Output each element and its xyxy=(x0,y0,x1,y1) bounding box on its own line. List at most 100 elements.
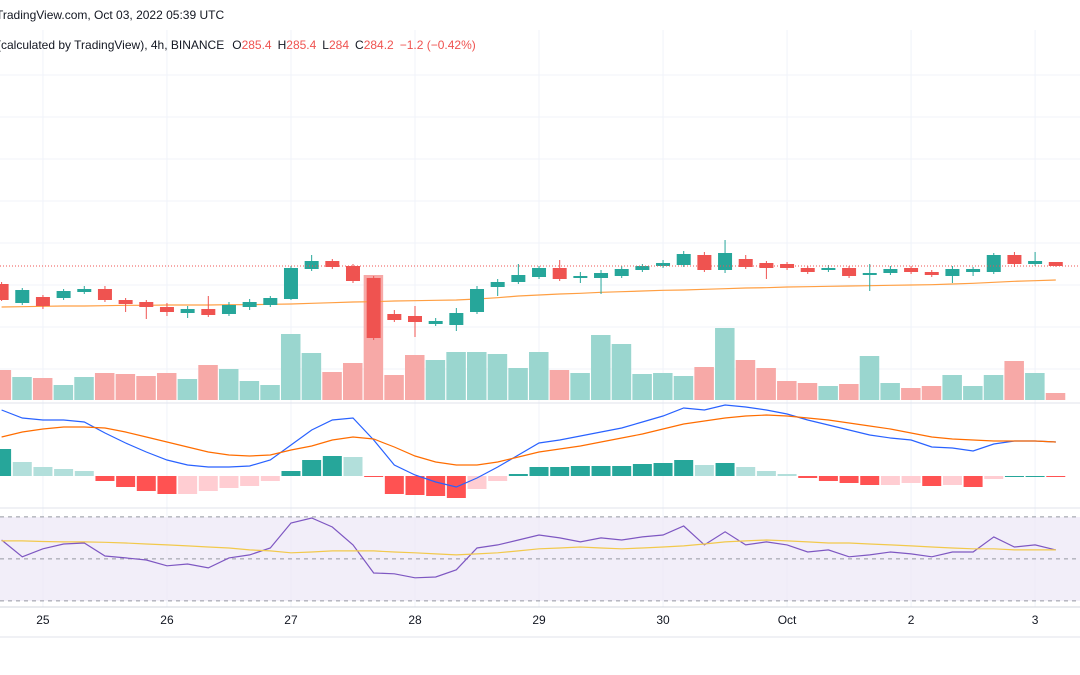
candle-body xyxy=(56,291,71,298)
volume-bar xyxy=(177,379,198,400)
volume-bar xyxy=(280,334,301,400)
volume-bar xyxy=(53,385,74,400)
volume-bar xyxy=(136,376,156,400)
x-tick-label: 27 xyxy=(284,613,298,627)
candle-body xyxy=(325,261,340,267)
volume-bar xyxy=(529,352,549,400)
macd-histogram-bar xyxy=(653,463,673,476)
volume-bar xyxy=(32,378,53,400)
macd-histogram-bar xyxy=(260,476,280,481)
volume-bar xyxy=(983,375,1004,400)
macd-histogram-bar xyxy=(136,476,156,491)
macd-histogram-bar xyxy=(343,457,363,476)
candle-body xyxy=(552,268,567,279)
ohlc-value: 284.2 xyxy=(364,38,394,52)
candle-body xyxy=(842,268,857,276)
macd-histogram-bar xyxy=(570,466,590,476)
volume-bar xyxy=(198,365,218,400)
volume-bar xyxy=(859,356,880,400)
macd-histogram-bar xyxy=(984,476,1004,479)
volume-bar xyxy=(735,360,756,400)
macd-histogram-bar xyxy=(33,467,53,476)
candle-body xyxy=(573,276,588,278)
macd-histogram-bar xyxy=(384,476,404,494)
candle-body xyxy=(366,278,381,338)
candle-body xyxy=(139,302,154,307)
x-tick-label: Oct xyxy=(778,613,797,627)
candle-body xyxy=(77,289,92,292)
moving-average xyxy=(1,279,1056,308)
candle-body xyxy=(800,268,815,272)
x-tick-label: 3 xyxy=(1032,613,1039,627)
candle-body xyxy=(738,259,753,267)
candle-body xyxy=(345,266,360,281)
candle-body xyxy=(0,284,9,300)
x-tick-label: 28 xyxy=(408,613,422,627)
macd-histogram-bar xyxy=(302,460,322,476)
source-label: TradingView.com, Oct 03, 2022 05:39 UTC xyxy=(0,8,224,22)
ohlc-value: 285.4 xyxy=(242,38,272,52)
macd-histogram-bar xyxy=(880,476,900,485)
rsi-average xyxy=(1,539,1056,556)
candle-body xyxy=(1048,262,1063,266)
macd-histogram-bar xyxy=(694,465,714,476)
volume-bar xyxy=(12,377,32,400)
macd-histogram-bar xyxy=(901,476,921,483)
candle-body xyxy=(221,305,236,314)
candle-body xyxy=(883,269,898,273)
macd-histogram-bar xyxy=(157,476,177,494)
macd-histogram-bar xyxy=(178,476,198,494)
candle-body xyxy=(656,263,671,266)
ohlc-key: L xyxy=(322,38,329,52)
volume-bar xyxy=(156,373,177,400)
volume-bar xyxy=(901,388,921,400)
candle-body xyxy=(263,298,278,305)
volume-bar xyxy=(673,376,694,400)
candle-body xyxy=(118,300,133,304)
volume-bar xyxy=(446,352,466,400)
candle-body xyxy=(449,313,464,325)
macd-histogram-bar xyxy=(74,471,94,476)
volume-bar xyxy=(1025,373,1045,400)
macd-histogram-bar xyxy=(591,466,611,476)
volume-bar xyxy=(839,384,859,400)
volume-bar xyxy=(756,368,776,400)
symbol-label: (calculated by TradingView), 4h, BINANCE xyxy=(0,38,224,52)
volume-bar xyxy=(467,352,487,400)
candle-body xyxy=(986,255,1001,272)
signal-line xyxy=(1,414,1056,466)
volume-bar xyxy=(942,375,962,400)
macd-histogram-bar xyxy=(488,476,508,481)
volume-bar xyxy=(384,375,404,400)
candle-body xyxy=(97,289,112,300)
ohlc-key: O xyxy=(232,38,241,52)
macd-histogram-bar xyxy=(12,462,32,476)
candle-body xyxy=(1028,261,1043,264)
volume-bar xyxy=(425,360,446,400)
macd-histogram-bar xyxy=(116,476,136,487)
volume-bar xyxy=(611,344,632,400)
candle-body xyxy=(614,269,629,276)
candle-body xyxy=(966,269,981,272)
candle-body xyxy=(408,316,422,322)
volume-bar xyxy=(632,374,652,400)
macd-histogram-bar xyxy=(219,476,239,488)
candle-body xyxy=(490,282,505,287)
volume-bar xyxy=(653,373,673,400)
candle-body xyxy=(945,269,960,276)
macd-histogram-bar xyxy=(736,467,756,476)
volume-bar xyxy=(880,383,900,400)
ohlc-key: C xyxy=(355,38,364,52)
volume-bar xyxy=(322,372,342,400)
macd-histogram-bar xyxy=(426,476,446,496)
macd-histogram-bar xyxy=(1046,476,1066,477)
volume-bar xyxy=(591,335,611,400)
volume-bar xyxy=(342,363,363,400)
candle-body xyxy=(821,268,836,270)
macd-histogram-bar xyxy=(322,456,342,476)
candle-body xyxy=(594,273,609,278)
macd-histogram-bar xyxy=(54,469,74,476)
x-tick-label: 30 xyxy=(656,613,670,627)
